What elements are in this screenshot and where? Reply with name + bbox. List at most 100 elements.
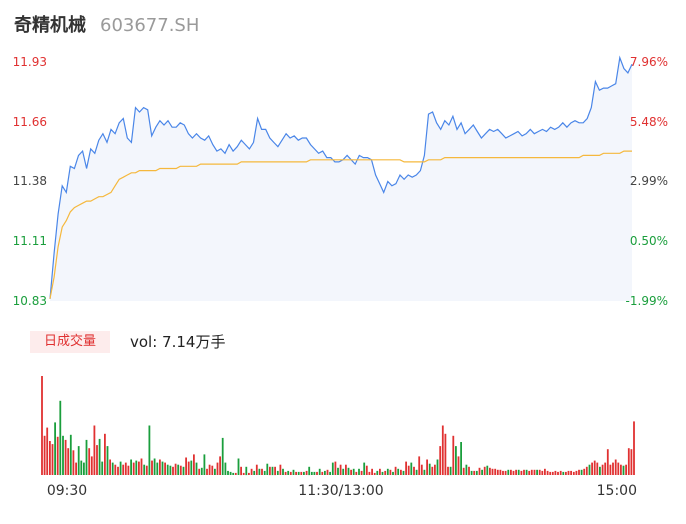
volume-bar [562, 471, 565, 475]
volume-bar [169, 465, 172, 475]
volume-bar [49, 441, 51, 475]
time-tick-label: 11:30/13:00 [298, 483, 383, 499]
volume-bar [345, 464, 347, 475]
volume-bar [46, 427, 49, 475]
volume-bar [318, 468, 321, 475]
volume-bar [258, 468, 261, 475]
volume-bar [601, 464, 604, 475]
volume-bar [405, 461, 407, 475]
volume-bar [148, 425, 151, 475]
volume-bar [106, 446, 109, 475]
volume-bar [530, 469, 533, 475]
volume-bar [166, 464, 169, 475]
volume-bar [174, 463, 177, 475]
volume-bar [266, 463, 269, 475]
volume-bar [517, 469, 520, 475]
volume-bar [520, 470, 523, 475]
volume-bar [295, 471, 297, 475]
volume-bar [392, 471, 394, 475]
volume-bar [402, 470, 405, 475]
volume-bar [363, 462, 366, 475]
volume-bar [214, 468, 216, 475]
volume-bar [69, 434, 72, 475]
volume-bar [397, 468, 400, 475]
volume-bar [337, 467, 339, 475]
volume-bar [187, 461, 190, 475]
volume-bar [145, 465, 148, 475]
volume-bar [557, 471, 559, 475]
volume-bar [551, 471, 554, 475]
volume-bar [365, 465, 368, 475]
volume-bar [481, 469, 483, 475]
percent-tick-label: -1.99% [626, 294, 668, 308]
volume-bar [208, 464, 211, 475]
volume-bar [151, 460, 153, 475]
volume-bar [554, 470, 557, 475]
volume-bar [455, 446, 457, 475]
volume-bar [381, 471, 384, 475]
volume-bar [541, 470, 544, 475]
volume-bar [143, 464, 146, 475]
volume-bar [255, 464, 258, 475]
volume-bar [297, 471, 300, 475]
volume-bar [289, 471, 292, 475]
volume-bar [111, 462, 114, 475]
volume-bar [431, 466, 434, 476]
volume-bar [368, 471, 371, 475]
volume-bar [491, 468, 494, 475]
volume-bar [54, 422, 56, 475]
price-line [49, 55, 633, 299]
volume-bar [310, 471, 313, 475]
volume-bar [575, 470, 578, 475]
volume-bar [347, 467, 350, 475]
volume-bar [172, 466, 174, 476]
price-tick-label: 11.93 [13, 55, 47, 69]
volume-bar [227, 470, 229, 475]
volume-bar [109, 459, 111, 475]
volume-bar [179, 465, 182, 475]
volume-bar [473, 470, 476, 475]
time-tick-label: 15:00 [597, 483, 637, 499]
volume-bar [242, 472, 245, 475]
volume-bar [339, 464, 342, 475]
volume-bar [379, 468, 381, 475]
volume-bar [90, 456, 93, 475]
volume-bar [219, 456, 221, 475]
volume-bar [59, 400, 62, 476]
volume-bar [274, 466, 276, 476]
percent-tick-label: 0.50% [630, 234, 668, 248]
volume-bar [358, 468, 360, 475]
volume-bar [292, 469, 295, 475]
volume-bar [394, 466, 397, 476]
percent-tick-label: 2.99% [630, 174, 668, 188]
volume-bar [240, 466, 242, 476]
volume-bar [88, 448, 91, 475]
volume-bar [559, 470, 562, 475]
volume-bar [588, 464, 591, 475]
volume-bar [198, 468, 201, 475]
price-tick-label: 11.11 [13, 234, 47, 248]
volume-bar [269, 466, 271, 476]
percent-tick-label: 5.48% [630, 115, 668, 129]
volume-bar [544, 468, 546, 475]
volume-bar [224, 462, 227, 475]
volume-bar [329, 471, 331, 475]
stock-title: 奇精机械 603677.SH [14, 14, 199, 38]
volume-bar [300, 471, 303, 475]
volume-bar [303, 471, 305, 475]
volume-bar [502, 470, 504, 475]
volume-bar [193, 454, 195, 475]
volume-bar [93, 425, 96, 475]
volume-bar [609, 464, 612, 475]
volume-bar [350, 469, 352, 475]
volume-bar [234, 472, 237, 475]
volume-bar [622, 465, 625, 475]
volume-bar [533, 469, 536, 475]
volume-bar [486, 465, 489, 475]
volume-bar [331, 462, 334, 475]
volume-bar [449, 466, 452, 476]
volume-bar [470, 470, 473, 475]
volume-bar [232, 472, 235, 475]
volume-bar [567, 470, 570, 475]
